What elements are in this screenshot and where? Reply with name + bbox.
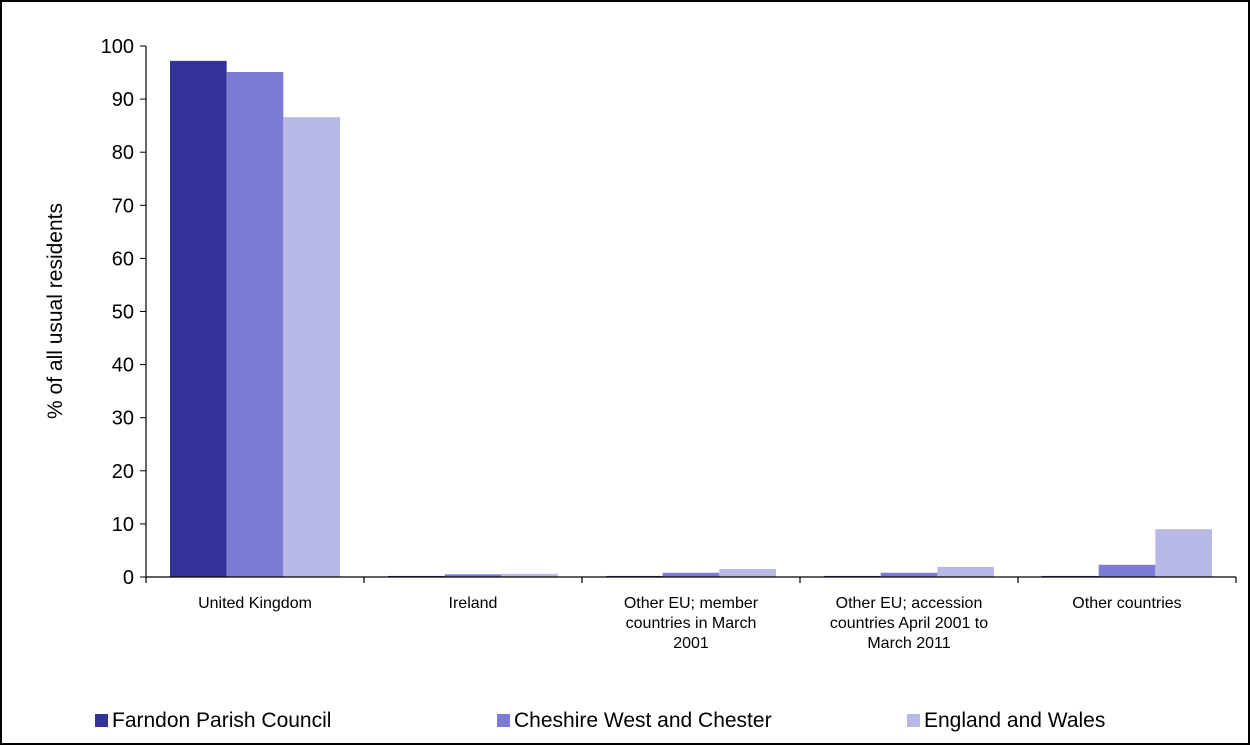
bar-0-1 <box>226 72 284 578</box>
x-category-label: Other countries <box>1072 595 1181 612</box>
bar-4-1 <box>1098 564 1156 577</box>
x-category-label: Other EU; accession countries April 2001 … <box>830 595 988 652</box>
bar-0-2 <box>283 117 340 578</box>
y-tick-label: 100 <box>101 36 134 58</box>
x-category-label-line: Other countries <box>1072 595 1181 612</box>
bar-4-2 <box>1155 529 1212 577</box>
bar-0-0 <box>170 60 227 578</box>
bars <box>170 60 1212 578</box>
axes <box>145 46 1237 583</box>
y-tick-label: 10 <box>112 514 134 536</box>
y-tick-label: 60 <box>112 248 134 270</box>
x-category-label: United Kingdom <box>198 595 312 612</box>
legend-label: Cheshire West and Chester <box>514 709 772 732</box>
bar-2-1 <box>662 572 720 577</box>
y-axis-title: % of all usual residents <box>44 203 67 419</box>
bar-3-1 <box>880 572 938 577</box>
y-tick-label: 70 <box>112 195 134 217</box>
bar-2-2 <box>719 569 776 577</box>
bar-1-1 <box>444 574 502 577</box>
y-tick-label: 80 <box>112 142 134 164</box>
y-tick-label: 40 <box>112 355 134 377</box>
x-category-label-line: countries in March <box>626 615 757 632</box>
y-tick-label: 50 <box>112 302 134 324</box>
bar-1-2 <box>501 573 558 577</box>
x-category-label-line: United Kingdom <box>198 595 312 612</box>
bar-3-2 <box>937 566 994 577</box>
y-tick-label: 0 <box>123 567 134 589</box>
x-category-label-line: March 2011 <box>867 635 950 652</box>
y-axis-ticks: 0 10 20 30 40 50 60 70 80 90 100 <box>101 36 146 589</box>
legend-label: Farndon Parish Council <box>112 709 331 732</box>
x-category-label: Other EU; member countries in March 2001 <box>624 595 759 652</box>
x-category-label-line: Ireland <box>449 595 498 612</box>
x-axis-labels: United Kingdom Ireland Other EU; member cou… <box>198 595 1182 652</box>
x-category-label-line: Other EU; accession <box>836 595 983 612</box>
y-tick-label: 90 <box>112 89 134 111</box>
x-category-label-line: countries April 2001 to <box>830 615 988 632</box>
legend-swatch <box>497 714 510 727</box>
legend: Farndon Parish Council Cheshire West and … <box>95 709 1105 732</box>
legend-swatch <box>907 714 920 727</box>
y-tick-label: 20 <box>112 461 134 483</box>
x-category-label-line: 2001 <box>673 635 709 652</box>
x-category-label: Ireland <box>449 595 498 612</box>
legend-label: England and Wales <box>924 709 1105 732</box>
x-category-label-line: Other EU; member <box>624 595 759 612</box>
legend-swatch <box>95 714 108 727</box>
y-tick-label: 30 <box>112 408 134 430</box>
